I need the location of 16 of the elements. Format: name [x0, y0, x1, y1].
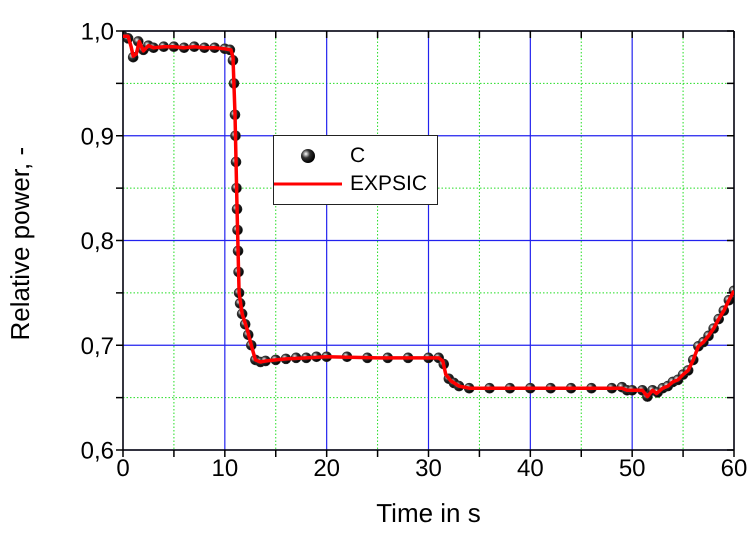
y-tick-label: 1,0	[80, 18, 114, 46]
x-axis-title: Time in s	[376, 498, 481, 528]
x-tick-label: 40	[516, 455, 544, 482]
x-tick-label: 60	[720, 455, 748, 482]
x-tick-label: 30	[415, 455, 442, 482]
y-tick-label: 0,9	[80, 123, 114, 150]
x-tick-label: 10	[211, 455, 238, 482]
legend-label: C	[350, 144, 366, 168]
legend-label: EXPSIC	[350, 172, 428, 196]
x-tick-label: 0	[116, 455, 130, 482]
y-tick-label: 0,6	[80, 438, 114, 465]
x-tick-label: 50	[618, 455, 646, 482]
y-tick-label: 0,8	[80, 228, 114, 256]
y-tick-label: 0,7	[80, 332, 114, 360]
y-axis-title: Relative power, -	[5, 146, 36, 340]
x-tick-label: 20	[313, 455, 340, 482]
